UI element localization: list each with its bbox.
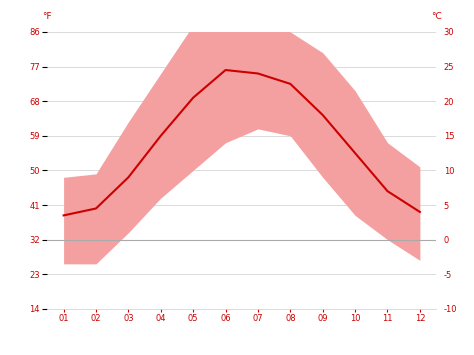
Text: °F: °F: [43, 12, 52, 21]
Text: °C: °C: [431, 12, 441, 21]
